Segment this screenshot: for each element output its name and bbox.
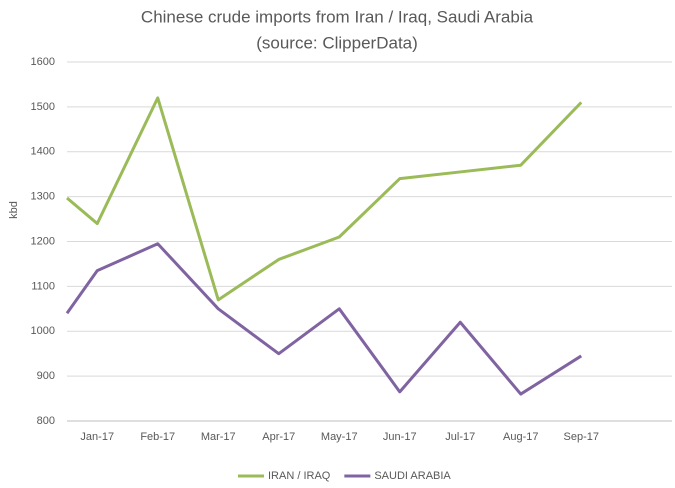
y-tick-label: 800: [37, 415, 55, 427]
y-tick-label: 1600: [31, 56, 55, 68]
y-tick-label: 1000: [31, 325, 55, 337]
x-tick-label: Mar-17: [201, 431, 236, 443]
chart-title: Chinese crude imports from Iran / Iraq, …: [141, 7, 534, 26]
x-tick-label: Jan-17: [80, 431, 114, 443]
x-tick-label: Feb-17: [140, 431, 175, 443]
x-tick-label: Jun-17: [383, 431, 417, 443]
chart-subtitle: (source: ClipperData): [256, 33, 418, 52]
x-tick-label: May-17: [321, 431, 358, 443]
x-tick-label: Apr-17: [262, 431, 295, 443]
x-tick-label: Sep-17: [564, 431, 599, 443]
series-line: [65, 242, 583, 396]
y-tick-label: 1400: [31, 146, 55, 158]
x-tick-label: Aug-17: [503, 431, 538, 443]
y-tick-label: 1500: [31, 101, 55, 113]
y-tick-label: 1200: [31, 235, 55, 247]
legend-label: IRAN / IRAQ: [268, 470, 331, 482]
y-axis-label: kbd: [8, 201, 20, 219]
y-tick-label: 900: [37, 370, 55, 382]
x-tick-label: Jul-17: [445, 431, 475, 443]
y-tick-label: 1100: [31, 280, 55, 292]
legend-label: SAUDI ARABIA: [374, 470, 451, 482]
series-line: [66, 96, 583, 302]
y-tick-label: 1300: [31, 191, 55, 203]
